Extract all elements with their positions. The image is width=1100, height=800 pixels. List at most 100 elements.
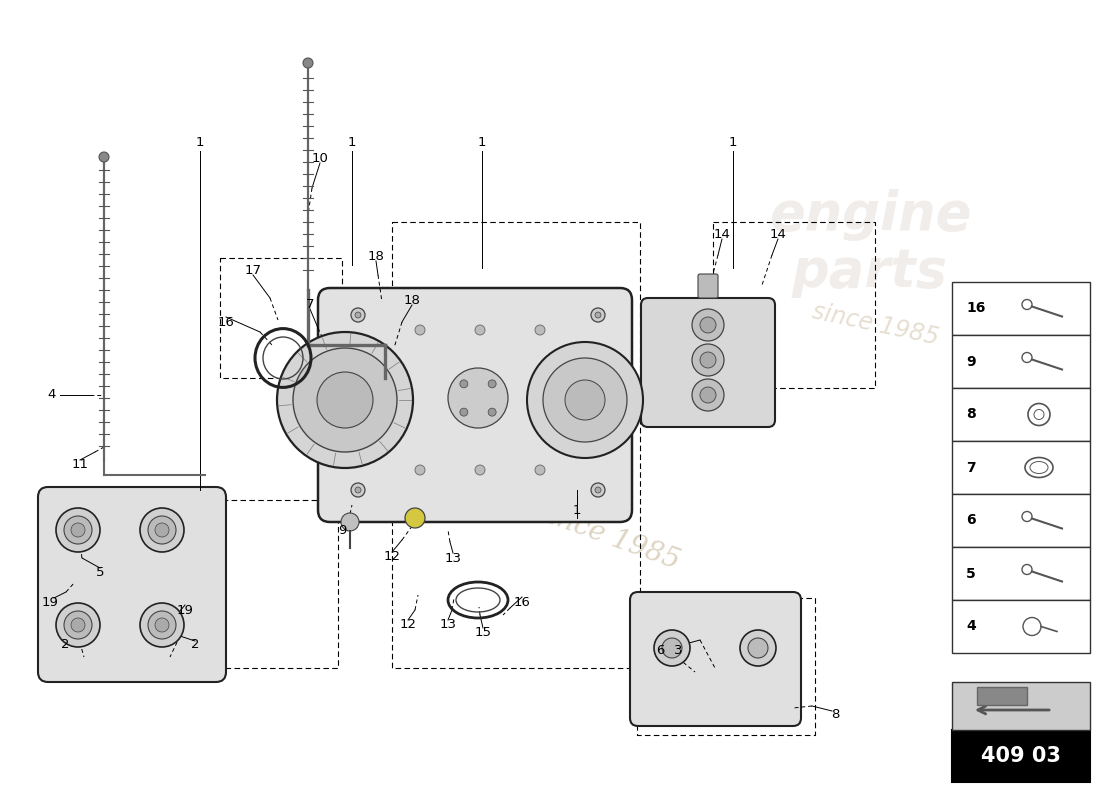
Circle shape — [155, 618, 169, 632]
Text: 4: 4 — [47, 389, 56, 402]
Circle shape — [405, 508, 425, 528]
Text: 1: 1 — [573, 503, 581, 517]
Circle shape — [700, 387, 716, 403]
Circle shape — [72, 523, 85, 537]
Text: 19: 19 — [177, 603, 194, 617]
Circle shape — [72, 618, 85, 632]
Circle shape — [654, 630, 690, 666]
Text: 14: 14 — [770, 227, 786, 241]
Text: 7: 7 — [966, 461, 976, 474]
Circle shape — [565, 380, 605, 420]
Text: 4: 4 — [966, 619, 976, 634]
Circle shape — [148, 516, 176, 544]
Circle shape — [277, 332, 412, 468]
Circle shape — [448, 368, 508, 428]
Circle shape — [662, 638, 682, 658]
Text: 12: 12 — [399, 618, 417, 631]
Circle shape — [317, 372, 373, 428]
Bar — [952, 282, 1090, 335]
Text: 10: 10 — [311, 151, 329, 165]
Circle shape — [140, 603, 184, 647]
Bar — [952, 441, 1090, 494]
Circle shape — [692, 379, 724, 411]
Text: 5: 5 — [966, 566, 976, 581]
Circle shape — [148, 611, 176, 639]
Text: 2: 2 — [60, 638, 69, 651]
Text: 1: 1 — [477, 137, 486, 150]
Text: 12: 12 — [384, 550, 400, 563]
Circle shape — [351, 308, 365, 322]
Text: since 1985: since 1985 — [810, 300, 940, 350]
Circle shape — [591, 483, 605, 497]
Text: 3: 3 — [673, 643, 682, 657]
Circle shape — [595, 487, 601, 493]
Text: 16: 16 — [966, 302, 986, 315]
Circle shape — [415, 465, 425, 475]
Text: 1: 1 — [196, 137, 205, 150]
Text: 5: 5 — [96, 566, 104, 578]
Text: 18: 18 — [404, 294, 420, 306]
Circle shape — [692, 344, 724, 376]
FancyBboxPatch shape — [641, 298, 776, 427]
Circle shape — [56, 508, 100, 552]
Text: parts: parts — [792, 246, 948, 298]
Text: 18: 18 — [367, 250, 384, 262]
Circle shape — [99, 152, 109, 162]
Circle shape — [56, 603, 100, 647]
Circle shape — [543, 358, 627, 442]
Circle shape — [351, 483, 365, 497]
Circle shape — [475, 465, 485, 475]
Text: 13: 13 — [444, 551, 462, 565]
Circle shape — [527, 342, 644, 458]
FancyBboxPatch shape — [318, 288, 632, 522]
Circle shape — [293, 348, 397, 452]
Circle shape — [488, 408, 496, 416]
Circle shape — [415, 325, 425, 335]
Text: 1: 1 — [728, 137, 737, 150]
Circle shape — [355, 487, 361, 493]
Bar — [952, 335, 1090, 388]
Text: 9: 9 — [966, 354, 976, 369]
Circle shape — [64, 516, 92, 544]
Text: a passion for parts since 1985: a passion for parts since 1985 — [276, 405, 684, 575]
Circle shape — [64, 611, 92, 639]
Text: 1: 1 — [348, 137, 356, 150]
Circle shape — [475, 325, 485, 335]
Circle shape — [692, 309, 724, 341]
Text: engine: engine — [769, 189, 971, 241]
FancyBboxPatch shape — [39, 487, 225, 682]
Circle shape — [355, 312, 361, 318]
Circle shape — [488, 380, 496, 388]
Text: 6: 6 — [656, 643, 664, 657]
FancyBboxPatch shape — [630, 592, 801, 726]
Circle shape — [700, 317, 716, 333]
Bar — [977, 687, 1027, 705]
Text: 9: 9 — [338, 523, 346, 537]
Text: 2: 2 — [190, 638, 199, 651]
Circle shape — [740, 630, 776, 666]
Text: 13: 13 — [440, 618, 456, 631]
Circle shape — [748, 638, 768, 658]
Circle shape — [700, 352, 716, 368]
Bar — [952, 730, 1090, 782]
Bar — [952, 600, 1090, 653]
Bar — [952, 547, 1090, 600]
Circle shape — [140, 508, 184, 552]
Circle shape — [460, 408, 467, 416]
Text: 19: 19 — [42, 595, 58, 609]
Text: 8: 8 — [830, 709, 839, 722]
Text: 15: 15 — [474, 626, 492, 639]
Circle shape — [460, 380, 467, 388]
FancyBboxPatch shape — [698, 274, 718, 298]
Text: 11: 11 — [72, 458, 88, 471]
Circle shape — [535, 325, 544, 335]
Text: 409 03: 409 03 — [981, 746, 1060, 766]
Bar — [952, 494, 1090, 547]
Text: 7: 7 — [306, 298, 315, 310]
Circle shape — [535, 465, 544, 475]
Bar — [952, 682, 1090, 730]
Bar — [952, 388, 1090, 441]
Text: 16: 16 — [218, 315, 234, 329]
Circle shape — [591, 308, 605, 322]
Text: 16: 16 — [514, 595, 530, 609]
